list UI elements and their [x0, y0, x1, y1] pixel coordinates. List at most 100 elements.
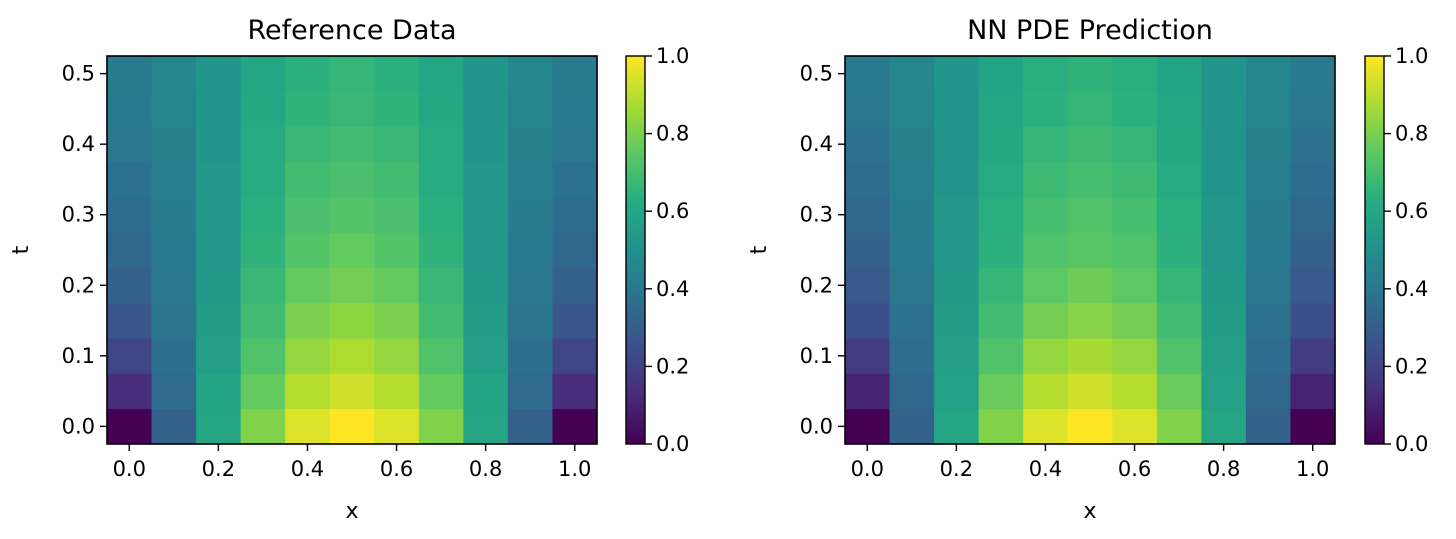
x-axis-label: x — [345, 499, 358, 524]
heatmap-cell — [978, 267, 1024, 304]
y-tick-label: 0.4 — [800, 132, 833, 156]
heatmap-cell — [151, 197, 197, 233]
heatmap-cell — [552, 338, 598, 374]
heatmap-cell — [889, 126, 935, 163]
heatmap-cell — [845, 91, 890, 127]
x-axis-label: x — [1083, 499, 1096, 524]
heatmap-cell — [845, 232, 890, 269]
heatmap-cell — [1201, 373, 1247, 410]
heatmap-cell — [374, 197, 420, 233]
heatmap-cell — [329, 161, 375, 198]
heatmap-cell — [507, 302, 553, 339]
heatmap-cell — [1112, 408, 1158, 445]
heatmap-cell — [374, 232, 420, 269]
heatmap-cell — [463, 91, 509, 127]
x-tick-label: 0.0 — [851, 457, 884, 481]
heatmap-cell — [151, 56, 197, 92]
heatmap-cell — [1201, 91, 1247, 127]
heatmap-cell — [1156, 373, 1202, 410]
heatmap-cell — [463, 373, 509, 410]
heatmap-cell — [107, 56, 152, 92]
x-tick-label: 0.2 — [202, 457, 235, 481]
heatmap-panel-2: 0.0 0.2 0.4 0.6 0.8 1.0 0.0 0.1 0.2 0.3 0.4 0.5 NN P… — [747, 15, 1428, 524]
heatmap-cell — [151, 91, 197, 127]
colorbar-tick-label: 1.0 — [656, 44, 689, 68]
heatmap-cell — [1112, 91, 1158, 127]
heatmap-cell — [507, 161, 553, 198]
heatmap-cell — [329, 408, 375, 445]
colorbar-tick-label: 0.8 — [1395, 122, 1428, 146]
heatmap-cell — [889, 267, 935, 304]
heatmap-cell — [1290, 302, 1336, 339]
heatmap-cell — [418, 161, 464, 198]
heatmap-cell — [1156, 56, 1202, 92]
heatmap-cell — [845, 373, 890, 410]
heatmap-cell — [418, 373, 464, 410]
heatmap-cell — [196, 56, 242, 92]
heatmap-cell — [240, 161, 286, 198]
chart-title: NN PDE Prediction — [967, 15, 1213, 46]
heatmap-cell — [552, 161, 598, 198]
heatmap-cell — [1156, 91, 1202, 127]
heatmap-cell — [196, 302, 242, 339]
heatmap-cell — [1067, 302, 1113, 339]
x-tick-label: 0.2 — [940, 457, 973, 481]
heatmap-cell — [552, 197, 598, 233]
heatmap-cell — [285, 373, 331, 410]
heatmap-cell — [845, 126, 890, 163]
heatmap-cell — [374, 373, 420, 410]
heatmap-cell — [107, 338, 152, 374]
heatmap-cell — [285, 161, 331, 198]
heatmap-cell — [463, 161, 509, 198]
x-tick-label: 0.4 — [291, 457, 324, 481]
heatmap-cell — [1290, 232, 1336, 269]
y-tick-label: 0.2 — [800, 273, 833, 297]
heatmap-cell — [1245, 232, 1291, 269]
heatmap-cell — [507, 338, 553, 374]
heatmap-cell — [285, 126, 331, 163]
heatmap-cell — [934, 338, 980, 374]
heatmap-cell — [374, 302, 420, 339]
colorbar-tick-label: 0.8 — [656, 122, 689, 146]
heatmap-cell — [240, 408, 286, 445]
heatmap-cell — [418, 232, 464, 269]
heatmap-cell — [463, 126, 509, 163]
colorbar-tick-label: 1.0 — [1395, 44, 1428, 68]
heatmap-cell — [934, 56, 980, 92]
heatmap-cell — [463, 56, 509, 92]
heatmap-cell — [1201, 56, 1247, 92]
heatmap-cell — [240, 338, 286, 374]
heatmap-cell — [196, 338, 242, 374]
heatmap-cell — [1156, 408, 1202, 445]
heatmap-cell — [934, 197, 980, 233]
heatmap-cell — [107, 373, 152, 410]
heatmap-cell — [1067, 373, 1113, 410]
heatmap-cell — [1290, 267, 1336, 304]
heatmap-cell — [374, 408, 420, 445]
heatmap-cell — [1245, 197, 1291, 233]
heatmap-cell — [845, 302, 890, 339]
heatmap-cell — [1023, 126, 1069, 163]
x-tick-label: 1.0 — [1296, 457, 1329, 481]
heatmap-cell — [1023, 161, 1069, 198]
heatmap-cell — [151, 302, 197, 339]
heatmap-cell — [1023, 197, 1069, 233]
heatmap-cell — [240, 232, 286, 269]
heatmap-cell — [978, 302, 1024, 339]
heatmap-cell — [507, 197, 553, 233]
heatmap-cell — [1201, 161, 1247, 198]
heatmap-cell — [240, 126, 286, 163]
heatmap-cell — [463, 197, 509, 233]
heatmap-cell — [240, 56, 286, 92]
colorbar-tick-label: 0.0 — [656, 432, 689, 456]
heatmap-cell — [1112, 126, 1158, 163]
heatmap-cell — [285, 197, 331, 233]
heatmap-cell — [463, 408, 509, 445]
heatmap-cell — [329, 232, 375, 269]
heatmap-cell — [1201, 126, 1247, 163]
heatmap-cell — [196, 126, 242, 163]
heatmap-cell — [1201, 408, 1247, 445]
heatmap-cell — [1156, 197, 1202, 233]
heatmap-cell — [889, 161, 935, 198]
heatmap-cell — [1156, 302, 1202, 339]
